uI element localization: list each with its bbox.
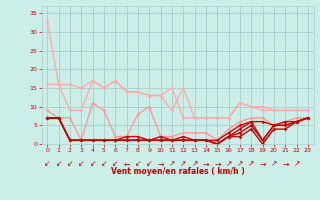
- Text: ↗: ↗: [293, 159, 300, 168]
- Text: ↗: ↗: [271, 159, 277, 168]
- Text: ↙: ↙: [112, 159, 118, 168]
- Text: ↙: ↙: [55, 159, 62, 168]
- Text: ↗: ↗: [191, 159, 198, 168]
- Text: ↗: ↗: [180, 159, 187, 168]
- Text: ←: ←: [124, 159, 130, 168]
- Text: →: →: [214, 159, 220, 168]
- Text: →: →: [157, 159, 164, 168]
- Text: ↗: ↗: [237, 159, 243, 168]
- Text: ↗: ↗: [169, 159, 175, 168]
- Text: ↙: ↙: [44, 159, 51, 168]
- Text: ↙: ↙: [135, 159, 141, 168]
- Text: ↗: ↗: [248, 159, 254, 168]
- Text: ↙: ↙: [146, 159, 152, 168]
- Text: ↗: ↗: [225, 159, 232, 168]
- Text: →: →: [282, 159, 288, 168]
- Text: ↙: ↙: [101, 159, 107, 168]
- Text: →: →: [260, 159, 266, 168]
- Text: →: →: [203, 159, 209, 168]
- Text: ↙: ↙: [67, 159, 73, 168]
- X-axis label: Vent moyen/en rafales ( km/h ): Vent moyen/en rafales ( km/h ): [111, 167, 244, 176]
- Text: ↙: ↙: [89, 159, 96, 168]
- Text: ↙: ↙: [78, 159, 84, 168]
